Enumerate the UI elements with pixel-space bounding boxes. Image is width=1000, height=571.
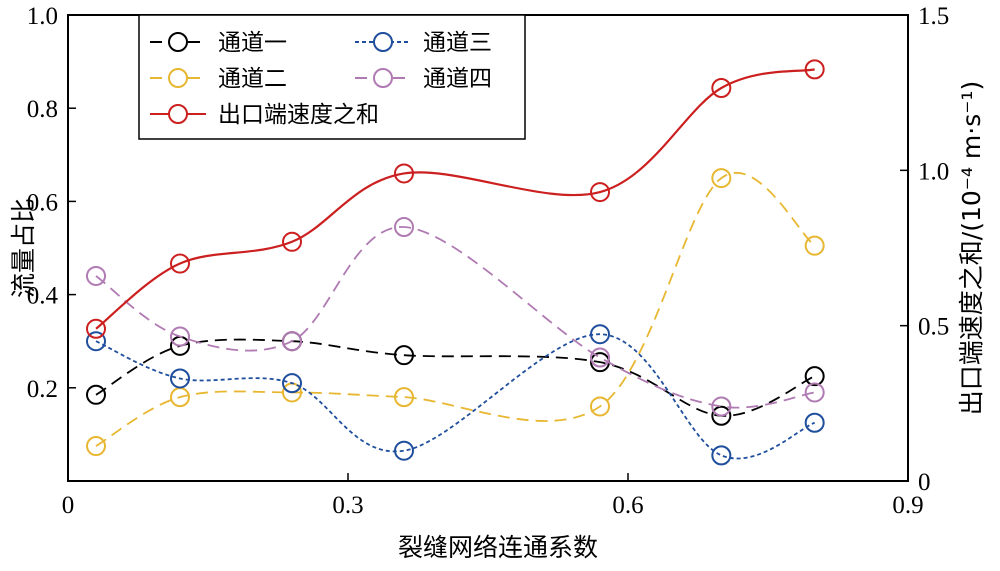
data-point-marker bbox=[711, 396, 732, 417]
x-tick-label: 0.9 bbox=[892, 492, 923, 519]
legend-label: 通道一 bbox=[218, 30, 287, 56]
data-point-marker bbox=[590, 182, 610, 203]
data-point-marker bbox=[282, 231, 302, 252]
legend-label: 出口端速度之和 bbox=[218, 102, 379, 128]
data-point-marker bbox=[394, 345, 414, 366]
data-point-marker bbox=[170, 326, 190, 347]
legend-item: 通道一 bbox=[150, 30, 287, 56]
data-point-marker bbox=[394, 163, 414, 184]
data-point-marker bbox=[804, 412, 825, 433]
y-left-tick-label: 0.6 bbox=[27, 189, 58, 216]
axis-ticks: 0 0.3 0.6 0.9 0.2 0.4 0.6 0.8 1.0 0 0.5 1.0 1.5 bbox=[27, 3, 950, 519]
data-point-marker bbox=[394, 440, 414, 461]
series-4 bbox=[86, 217, 825, 417]
data-point-marker bbox=[711, 405, 732, 426]
y-left-tick-label: 1.0 bbox=[27, 3, 58, 30]
legend-box bbox=[138, 14, 526, 140]
series-line bbox=[95, 333, 816, 460]
y-left-tick-label: 0.4 bbox=[27, 283, 59, 310]
data-point-marker bbox=[86, 265, 106, 286]
data-point-marker bbox=[394, 387, 414, 408]
series-5 bbox=[86, 59, 825, 339]
data-point-marker bbox=[394, 217, 414, 238]
data-point-marker bbox=[804, 235, 825, 256]
x-axis-title: 裂缝网络连通系数 bbox=[398, 533, 598, 562]
data-point-marker bbox=[86, 384, 106, 405]
legend-label: 通道三 bbox=[423, 30, 492, 56]
series-line bbox=[95, 171, 816, 447]
y-axis-right-title: 出口端速度之和/(10⁻⁴ m·s⁻¹) bbox=[957, 81, 986, 415]
series-3 bbox=[86, 324, 825, 466]
data-point-marker bbox=[86, 436, 106, 457]
y-axis-left-title: 流量占比 bbox=[9, 198, 38, 298]
x-tick-label: 0.6 bbox=[612, 492, 643, 519]
data-point-marker bbox=[170, 368, 190, 389]
legend-swatch-marker bbox=[168, 104, 188, 124]
legend-label: 通道四 bbox=[423, 66, 492, 92]
legend-swatch-marker bbox=[373, 32, 393, 52]
legend-swatch-marker bbox=[168, 32, 188, 52]
legend-swatch-marker bbox=[373, 68, 393, 88]
data-point-marker bbox=[590, 347, 610, 368]
data-point-marker bbox=[804, 59, 825, 80]
y-left-tick-label: 0.8 bbox=[27, 96, 58, 123]
series-line bbox=[95, 68, 815, 330]
x-tick-label: 0 bbox=[62, 492, 75, 519]
series-line bbox=[95, 226, 815, 409]
y-right-tick-label: 1.0 bbox=[918, 158, 949, 185]
data-point-marker bbox=[282, 331, 302, 352]
data-point-marker bbox=[282, 373, 302, 394]
y-right-tick-label: 0.5 bbox=[918, 314, 949, 341]
data-point-marker bbox=[804, 366, 825, 387]
y-right-tick-label: 0 bbox=[918, 469, 931, 496]
data-point-marker bbox=[711, 445, 732, 466]
legend-item: 通道三 bbox=[355, 30, 492, 56]
data-point-marker bbox=[711, 168, 732, 189]
legend-swatch-marker bbox=[168, 68, 188, 88]
data-point-marker bbox=[170, 253, 190, 274]
x-tick-label: 0.3 bbox=[332, 492, 363, 519]
data-point-marker bbox=[804, 382, 825, 403]
y-left-tick-label: 0.2 bbox=[27, 376, 58, 403]
data-point-marker bbox=[590, 396, 610, 417]
data-point-marker bbox=[86, 331, 106, 352]
legend-item: 通道二 bbox=[150, 66, 287, 92]
data-point-marker bbox=[86, 318, 106, 339]
legend-item: 出口端速度之和 bbox=[150, 102, 379, 128]
series-group bbox=[86, 59, 825, 466]
y-right-tick-label: 1.5 bbox=[918, 3, 949, 30]
series-line bbox=[95, 338, 816, 417]
legend-item: 通道四 bbox=[355, 66, 492, 92]
legend-label: 通道二 bbox=[218, 66, 287, 92]
data-point-marker bbox=[590, 324, 610, 345]
data-point-marker bbox=[711, 78, 732, 99]
